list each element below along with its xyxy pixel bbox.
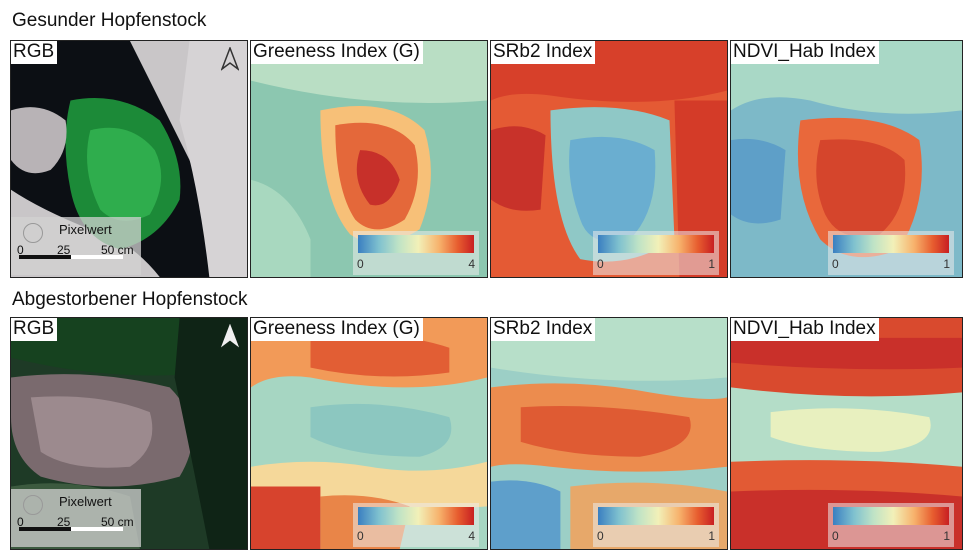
colorbar: 0 1 [593, 231, 719, 275]
scale-tick: 25 [57, 515, 71, 529]
panel-greeness-healthy: Greeness Index (G) 0 4 [250, 40, 488, 278]
colorbar-max: 1 [708, 529, 715, 543]
panel-ndvi-healthy: NDVI_Hab Index 0 1 [730, 40, 963, 278]
section-title-healthy: Gesunder Hopfenstock [12, 10, 207, 31]
scale-box: Pixelwert 0 25 50 cm [11, 489, 141, 547]
colorbar: 0 1 [828, 231, 954, 275]
panel-label: Greeness Index (G) [251, 318, 423, 341]
colorbar: 0 1 [593, 503, 719, 547]
colorbar: 0 1 [828, 503, 954, 547]
scale-tick: 25 [57, 243, 71, 257]
pixel-label: Pixelwert [59, 494, 112, 509]
scale-box: Pixelwert 0 25 50 cm [11, 217, 141, 275]
colorbar-max: 1 [943, 257, 950, 271]
panel-label: NDVI_Hab Index [731, 318, 879, 341]
panel-greeness-dead: Greeness Index (G) 0 4 [250, 317, 488, 550]
panel-srb2-healthy: SRb2 Index 0 1 [490, 40, 728, 278]
pixel-circle-icon [23, 223, 43, 243]
panel-rgb-dead: RGB Pixelwert 0 25 50 cm [10, 317, 248, 550]
north-arrow-icon [220, 45, 240, 76]
colorbar-max: 4 [468, 529, 475, 543]
colorbar-max: 1 [708, 257, 715, 271]
colorbar-min: 0 [832, 529, 839, 543]
scale-tick: 0 [17, 243, 24, 257]
colorbar-min: 0 [832, 257, 839, 271]
pixel-label: Pixelwert [59, 222, 112, 237]
scale-tick: 50 cm [101, 515, 134, 529]
panel-label: SRb2 Index [491, 318, 596, 341]
section-title-dead: Abgestorbener Hopfenstock [12, 289, 248, 310]
colorbar-min: 0 [357, 257, 364, 271]
scale-bar [19, 527, 123, 531]
panel-srb2-dead: SRb2 Index 0 1 [490, 317, 728, 550]
colorbar-min: 0 [597, 529, 604, 543]
scale-tick: 0 [17, 515, 24, 529]
colorbar-min: 0 [597, 257, 604, 271]
panel-rgb-healthy: RGB Pixelwert 0 25 50 cm [10, 40, 248, 278]
panel-label: NDVI_Hab Index [731, 41, 879, 64]
colorbar-gradient [598, 507, 714, 525]
panel-label: SRb2 Index [491, 41, 596, 64]
panel-label: Greeness Index (G) [251, 41, 423, 64]
panel-label: RGB [11, 318, 58, 341]
pixel-circle-icon [23, 495, 43, 515]
colorbar-min: 0 [357, 529, 364, 543]
north-arrow-icon [220, 323, 240, 353]
scale-tick: 50 cm [101, 243, 134, 257]
colorbar-gradient [598, 235, 714, 253]
colorbar-gradient [358, 507, 474, 525]
colorbar-gradient [833, 507, 949, 525]
colorbar-max: 4 [468, 257, 475, 271]
panel-ndvi-dead: NDVI_Hab Index 0 1 [730, 317, 963, 550]
scale-bar [19, 255, 123, 259]
colorbar-max: 1 [943, 529, 950, 543]
colorbar-gradient [833, 235, 949, 253]
colorbar: 0 4 [353, 503, 479, 547]
colorbar-gradient [358, 235, 474, 253]
colorbar: 0 4 [353, 231, 479, 275]
panel-label: RGB [11, 41, 58, 64]
